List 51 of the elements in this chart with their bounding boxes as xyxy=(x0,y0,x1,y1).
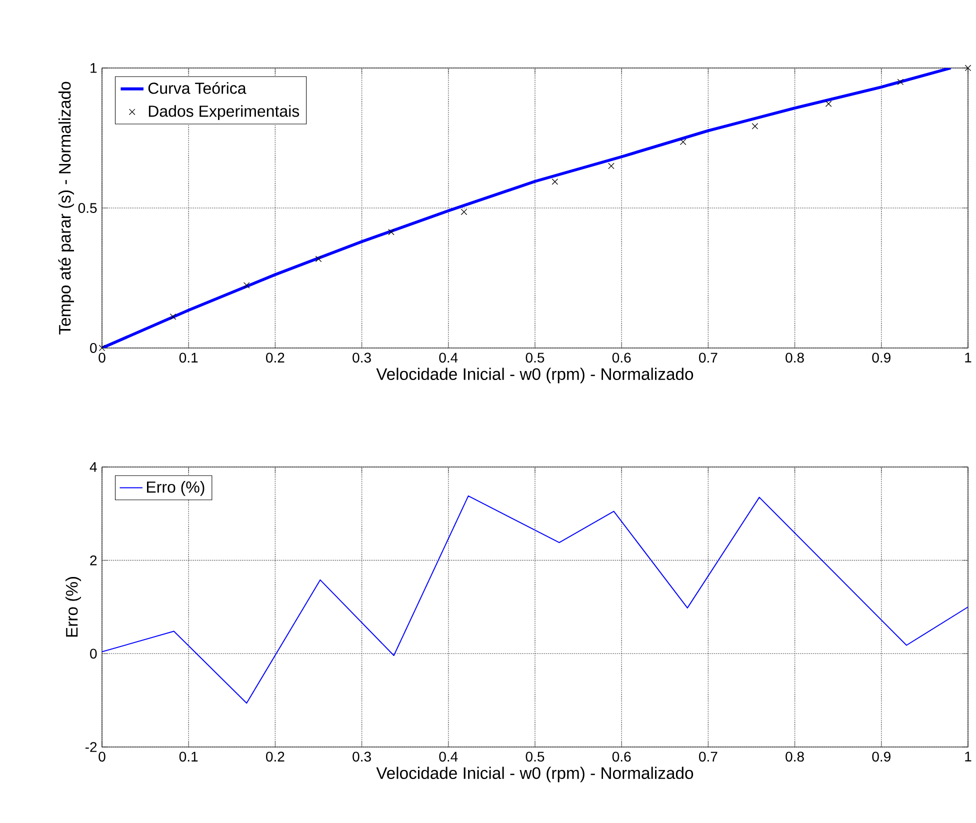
point xyxy=(388,228,394,236)
x-tick-label: 0.8 xyxy=(786,352,804,363)
point xyxy=(315,256,322,262)
legend-label: Erro (%) xyxy=(147,481,204,496)
x-tick-label: 0.6 xyxy=(612,752,631,762)
y-tick-label: 0 xyxy=(90,343,97,353)
x-tick-label: 0.5 xyxy=(526,352,544,363)
point xyxy=(752,123,758,130)
y-tick-label: 1 xyxy=(90,63,97,73)
x-axis-title: Velocidade Inicial - w0 (rpm) - Normalizado xyxy=(376,368,694,384)
x-tick-label: 0.3 xyxy=(352,352,371,363)
x-tick-label: 0.4 xyxy=(439,352,458,363)
x-axis-title: Velocidade Inicial - w0 (rpm) - Normalizado xyxy=(376,766,694,782)
x-tick-label: 0.1 xyxy=(179,352,198,363)
point xyxy=(552,178,558,185)
x-tick-label: 1 xyxy=(965,352,972,362)
y-tick-label: 2 xyxy=(90,555,97,566)
x-tick-label: 0 xyxy=(98,752,106,762)
legend-label: Curva Teórica xyxy=(148,82,246,94)
x-tick-label: 0.7 xyxy=(699,752,718,762)
x-tick-label: 0.9 xyxy=(872,352,890,363)
point xyxy=(897,78,904,86)
y-tick-label: 0.5 xyxy=(78,203,97,213)
x-tick-label: 0.8 xyxy=(786,752,804,762)
x-tick-label: 0.7 xyxy=(699,352,718,363)
point xyxy=(460,208,468,216)
line-series xyxy=(102,495,968,704)
y-tick-label: 0 xyxy=(90,648,97,659)
y-tick-label: -2 xyxy=(85,742,97,752)
x-tick-label: 0.3 xyxy=(352,752,371,762)
point xyxy=(825,100,832,107)
y-axis-title: Erro (%) xyxy=(65,577,82,637)
point xyxy=(608,162,614,170)
x-tick-label: 0.2 xyxy=(266,352,284,363)
x-tick-label: 0 xyxy=(98,352,106,363)
legend-label: Dados Experimentais xyxy=(148,105,300,120)
x-tick-label: 0.1 xyxy=(179,752,198,762)
x-tick-label: 0.9 xyxy=(872,752,890,762)
x-tick-label: 0.5 xyxy=(526,752,544,762)
point xyxy=(98,344,106,352)
point xyxy=(243,282,250,288)
x-tick-label: 0.2 xyxy=(266,752,284,762)
point xyxy=(964,64,972,72)
x-tick-label: 0.6 xyxy=(612,352,631,363)
y-axis-title: Tempo até parar (s) - Normalizado xyxy=(58,82,74,335)
x-tick-label: 0.4 xyxy=(439,752,458,762)
x-tick-label: 1 xyxy=(965,752,972,762)
point xyxy=(680,138,686,146)
point xyxy=(170,313,176,320)
y-tick-label: 4 xyxy=(90,462,97,472)
line-series xyxy=(102,68,952,348)
